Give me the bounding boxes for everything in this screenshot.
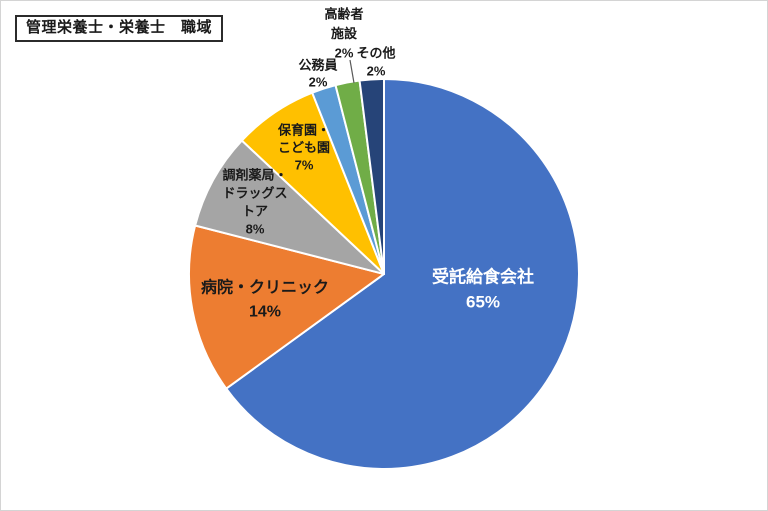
pie-label-5: 高齢者施設 2%	[324, 7, 363, 61]
pie-slice-0	[225, 78, 580, 470]
leader-line-5	[349, 59, 355, 84]
pie-label-2: 調剤薬局・ドラッグストア 8%	[222, 168, 287, 237]
pie-label-6: その他 2%	[356, 46, 395, 79]
pie-label-0: 受託給食会社 65%	[432, 267, 534, 312]
pie-label-1: 病院・クリニック 14%	[201, 278, 329, 321]
pie-label-3: 保育園・こども園 7%	[277, 123, 330, 173]
chart-title-box: 管理栄養士・栄養士 職域	[15, 15, 224, 42]
pie-slice-2	[194, 139, 385, 275]
pie-label-4: 公務員 2%	[298, 58, 337, 90]
chart-title: 管理栄養士・栄養士 職域	[26, 19, 213, 36]
pie-slice-6	[358, 78, 385, 275]
pie-slice-1	[188, 224, 385, 390]
